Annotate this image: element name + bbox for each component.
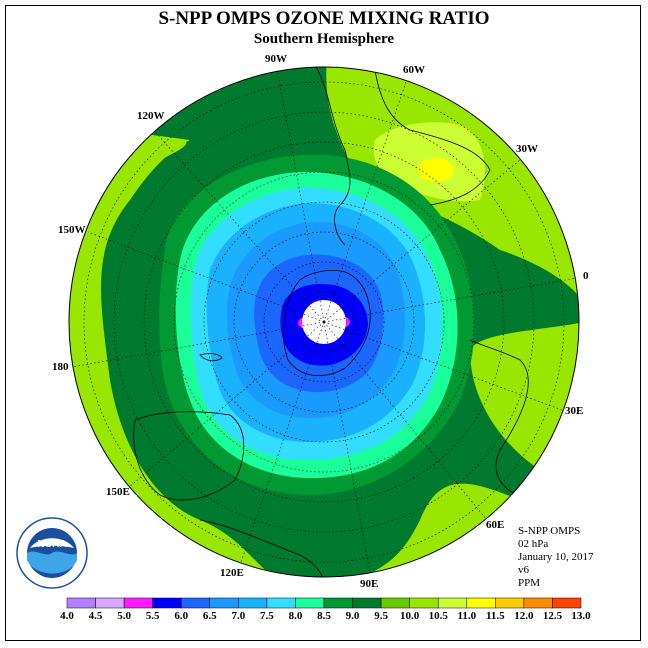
colorbar-swatch (437, 597, 468, 609)
lon-label: 180 (52, 361, 69, 373)
version-label: v6 (518, 564, 529, 576)
longitude-labels: 90W 60W 120W 30W 150W 0 180 30E 150E 60E… (52, 53, 589, 590)
colorbar-swatch (552, 597, 582, 609)
colorbar-swatch (409, 597, 439, 609)
colorbar-tick-label: 4.0 (60, 610, 74, 622)
colorbar-tick-label: 12.5 (543, 610, 563, 622)
contour-10-5 (418, 158, 454, 182)
colorbar-swatch (66, 597, 96, 609)
colorbar-tick-label: 5.0 (117, 610, 131, 622)
lon-label: 150E (106, 486, 130, 498)
map-frame (5, 5, 641, 641)
south-america-east-coast (374, 69, 491, 206)
lon-label: 90W (265, 53, 287, 65)
new-zealand-coast (199, 353, 223, 362)
colorbar-swatch (466, 597, 496, 609)
colorbar-tick-label: 9.5 (374, 610, 388, 622)
africa-coast (469, 339, 529, 496)
globe-outline (68, 66, 580, 578)
colorbar-tick-label: 7.0 (231, 610, 245, 622)
info-block: S-NPP OMPS 02 hPa January 10, 2017 v6 PP… (518, 525, 593, 590)
lon-label: 60W (403, 64, 425, 76)
colorbar-tick-label: 11.5 (486, 610, 505, 622)
colorbar-tick-label: 6.0 (174, 610, 188, 622)
colorbar-swatch (152, 597, 182, 609)
antarctica-coast (283, 270, 371, 376)
colorbar-tick-label: 11.0 (457, 610, 476, 622)
meridian-grid (71, 68, 578, 574)
colorbar-tick-label: 8.5 (317, 610, 331, 622)
south-america-coast (314, 67, 351, 246)
colorbar-swatch (295, 597, 325, 609)
colorbar-tick-label: 9.0 (346, 610, 360, 622)
pressure-level: 02 hPa (518, 538, 549, 550)
lon-label: 30W (516, 143, 538, 155)
colorbar-tick-label: 10.0 (400, 610, 420, 622)
latitude-grid (83, 81, 565, 563)
lon-label: 60E (486, 519, 504, 531)
colorbar-swatch (180, 597, 211, 609)
colorbar-swatch (123, 597, 153, 609)
colorbar-swatch (266, 597, 296, 609)
colorbar-tick-label: 5.5 (146, 610, 160, 622)
colorbar-tick-label: 4.5 (89, 610, 103, 622)
asia-coast (199, 519, 325, 577)
colorbar-tick-label: 6.5 (203, 610, 217, 622)
page-title: S-NPP OMPS OZONE MIXING RATIO (158, 8, 490, 29)
colorbar-swatch (523, 597, 553, 609)
colorbar-tick-label: 12.0 (514, 610, 534, 622)
lon-label: 30E (565, 405, 583, 417)
logo-text: NOAA (37, 539, 66, 550)
colorbar-swatch (209, 597, 239, 609)
noaa-logo: NOAA (16, 517, 88, 589)
colorbar-swatch (380, 597, 410, 609)
lon-label: 90E (360, 578, 378, 590)
colorbar-swatch (352, 597, 382, 609)
date-label: January 10, 2017 (518, 551, 594, 563)
colorbar-swatch (95, 597, 125, 609)
coastlines (133, 67, 529, 577)
lon-label: 120E (220, 567, 244, 579)
units-label: PPM (518, 577, 541, 589)
lon-label: 120W (137, 110, 165, 122)
colorbar-tick-label: 10.5 (429, 610, 449, 622)
lon-label: 0 (583, 270, 589, 282)
colorbar-swatch (323, 597, 353, 609)
colorbar-tick-label: 8.0 (289, 610, 303, 622)
colorbar-tick-label: 7.5 (260, 610, 274, 622)
ozone-contours (69, 67, 579, 577)
australia-coast (133, 411, 245, 501)
lon-label: 150W (58, 224, 86, 236)
colorbar: 4.0 4.5 5.0 5.5 6.0 6.5 7.0 7.5 8.0 8.5 9.0 9.5 10.0… (60, 597, 591, 622)
colorbar-swatch (238, 597, 268, 609)
colorbar-swatch (495, 597, 525, 609)
page-subtitle: Southern Hemisphere (253, 31, 395, 47)
instrument-name: S-NPP OMPS (518, 525, 581, 537)
colorbar-tick-label: 13.0 (571, 610, 591, 622)
